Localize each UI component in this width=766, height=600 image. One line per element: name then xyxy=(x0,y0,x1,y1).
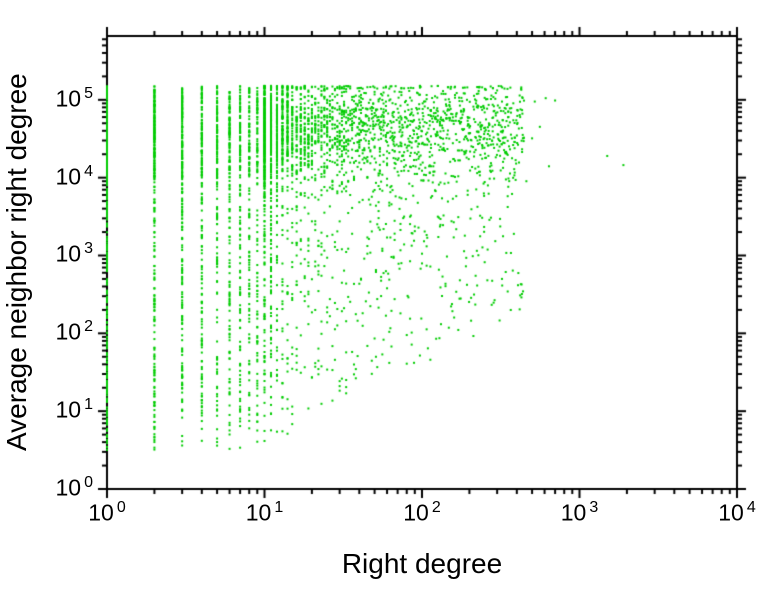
y-tick-label-exponent: 0 xyxy=(84,474,93,491)
y-tick-label: 10 1 xyxy=(20,396,94,424)
y-tick-label-exponent: 1 xyxy=(84,396,93,414)
x-tick-label-base: 10 xyxy=(560,499,587,526)
y-tick-label: 10 0 xyxy=(20,474,94,502)
x-tick-label: 10 4 xyxy=(718,499,756,527)
y-tick-label-exponent: 4 xyxy=(84,162,93,180)
x-tick-label-exponent: 0 xyxy=(116,499,126,516)
y-tick-label-base: 10 xyxy=(55,318,82,345)
y-tick-label-base: 10 xyxy=(55,474,82,501)
y-tick-label: 10 3 xyxy=(20,240,94,268)
x-tick-label-base: 10 xyxy=(245,499,272,526)
x-tick-label-exponent: 2 xyxy=(431,499,441,516)
x-tick-label-base: 10 xyxy=(718,499,744,526)
y-tick-label-exponent: 3 xyxy=(84,240,93,258)
x-tick-label: 10 3 xyxy=(561,499,599,527)
x-tick-label-exponent: 4 xyxy=(746,499,756,516)
y-tick-label: 10 4 xyxy=(20,162,94,191)
x-tick-label: 10 1 xyxy=(246,499,284,527)
x-tick-label-base: 10 xyxy=(88,499,114,526)
y-tick-label-exponent: 5 xyxy=(84,84,93,102)
x-tick-label-base: 10 xyxy=(403,499,429,526)
y-tick-label-base: 10 xyxy=(55,396,82,423)
y-tick-label: 10 2 xyxy=(20,318,94,346)
y-tick-label-exponent: 2 xyxy=(84,318,93,336)
y-tick-label: 10 5 xyxy=(20,84,94,113)
y-tick-label-base: 10 xyxy=(55,241,82,268)
x-tick-label-exponent: 1 xyxy=(274,499,284,516)
y-tick-label-base: 10 xyxy=(55,85,82,112)
x-axis-title: Right degree xyxy=(341,548,503,579)
x-tick-label-exponent: 3 xyxy=(589,499,599,516)
y-tick-label-base: 10 xyxy=(55,163,82,190)
x-tick-label: 10 0 xyxy=(88,499,126,527)
x-tick-label: 10 2 xyxy=(403,499,441,527)
